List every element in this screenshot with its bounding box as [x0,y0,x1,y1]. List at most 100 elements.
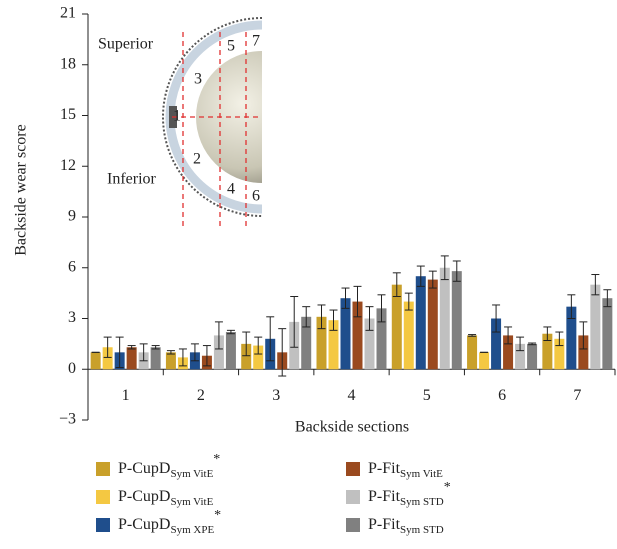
error-bar [151,345,160,350]
legend-text: * [213,452,220,467]
inset-diagram: Superior Inferior [98,17,263,226]
section-label: 7 [252,33,260,50]
error-bar [226,329,235,335]
bar [376,308,387,370]
bar [578,335,589,370]
x-axis-label: Backside sections [295,419,409,436]
legend-text: Sym STD [400,496,444,508]
legend-label: P-FitSym STD* [368,480,451,507]
legend-label: P-CupDSym VitE* [118,452,220,479]
legend-text: P-Fit [368,460,401,477]
error-bar [567,294,576,319]
x-tick-label: 4 [348,387,356,404]
bar [165,352,176,370]
y-tick-label: 6 [68,258,76,275]
legend-text: Sym VitE [170,468,213,480]
error-bar [317,304,326,330]
y-tick-label: 12 [60,157,76,174]
section-label: 4 [227,181,235,198]
legend-text: P-CupD [118,460,170,477]
bar [427,279,438,370]
bar [225,332,236,370]
bar [340,298,351,370]
legend-text: P-Fit [368,488,401,505]
error-bar [528,342,537,346]
bar [241,343,252,370]
error-bar [543,326,552,341]
error-bar [103,336,112,358]
bar [451,271,462,370]
legend-swatch [96,518,110,532]
error-bar [492,304,501,333]
bar [503,335,514,370]
error-bar [202,345,211,367]
bar [253,345,264,370]
section-lines [172,32,262,226]
section-label: 6 [252,188,260,205]
bar [301,316,312,370]
bar [391,284,402,370]
x-tick-label: 7 [573,387,581,404]
error-bar [365,306,374,331]
bar [527,343,538,370]
legend-swatch [96,490,110,504]
error-bar [290,296,299,348]
error-bar [214,321,223,350]
bar [602,298,613,370]
y-tick-label: 18 [60,55,76,72]
error-bar [115,336,124,369]
bar [150,347,161,370]
x-tick-label: 2 [197,387,205,404]
error-bar [329,309,338,331]
bar [415,276,426,370]
error-bar [440,255,449,281]
error-bar [166,350,175,355]
bar [439,267,450,370]
section-label: 3 [194,71,202,88]
error-bar [404,292,413,311]
y-tick-label: 15 [60,106,76,123]
x-tick-label: 6 [498,387,506,404]
bar [102,347,113,370]
error-bar [591,274,600,296]
error-bar [139,343,148,362]
error-bar [392,272,401,298]
legend-label: P-FitSym STD [368,516,444,536]
error-bar [190,343,199,362]
bar [479,352,490,370]
y-tick-label: 21 [60,5,76,22]
bar [590,284,601,370]
y-tick-label: 3 [68,309,76,326]
bar [364,318,375,370]
legend-text: * [444,480,451,495]
error-bar [516,336,525,352]
error-bar [579,321,588,350]
error-bar [603,289,612,308]
legend-text: P-CupD [118,488,170,505]
error-bar [242,331,251,357]
legend-text: * [214,508,221,523]
legend-swatch [96,462,110,476]
legend-label: P-CupDSym VitE [118,488,214,508]
error-bar [353,285,362,318]
bar [328,320,339,370]
legend-text: Sym XPE [170,524,214,536]
error-bar [341,287,350,309]
section-label: 5 [227,38,235,55]
legend-label: P-FitSym VitE [368,460,443,480]
bar [515,343,526,370]
section-label: 1 [173,108,181,125]
error-bar [416,265,425,287]
bar [352,301,363,370]
error-bar [254,336,263,355]
error-bar [302,306,311,328]
error-bar [377,294,386,323]
legend-text: Sym VitE [170,496,213,508]
section-label: 2 [193,151,201,168]
bar [491,318,502,370]
y-tick-label: −3 [59,411,76,428]
inset-label: Superior [98,36,154,53]
legend-label: P-CupDSym XPE* [118,508,221,535]
bar [316,316,327,370]
